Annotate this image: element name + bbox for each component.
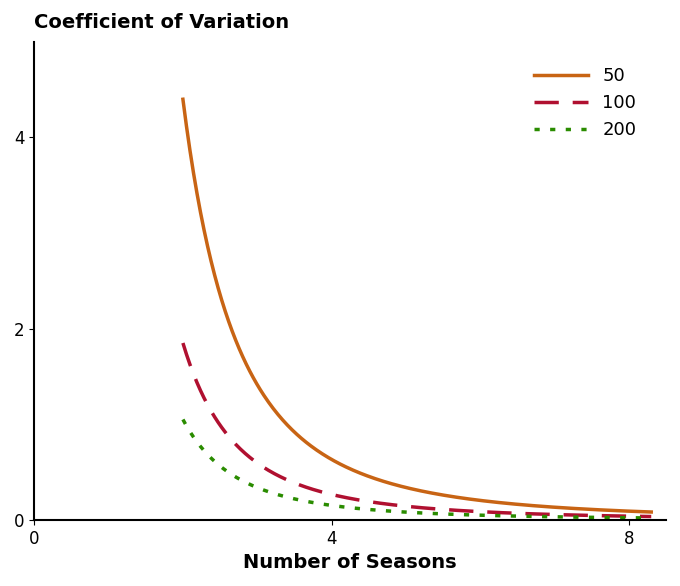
50: [473, 496, 481, 503]
50: [331, 458, 339, 465]
200: [520, 513, 528, 520]
200: [473, 512, 481, 519]
200: [647, 515, 656, 522]
200: [179, 416, 187, 423]
50: [364, 473, 373, 480]
Text: Coefficient of Variation: Coefficient of Variation: [34, 13, 290, 32]
200: [517, 513, 525, 520]
50: [520, 502, 528, 509]
Line: 100: 100: [183, 343, 651, 516]
200: [364, 506, 373, 513]
100: [473, 508, 481, 515]
Line: 50: 50: [183, 99, 651, 512]
50: [517, 501, 525, 508]
50: [235, 345, 243, 352]
Line: 200: 200: [183, 420, 651, 518]
50: [179, 96, 187, 103]
100: [331, 492, 339, 499]
Legend: 50, 100, 200: 50, 100, 200: [526, 60, 643, 146]
100: [179, 339, 187, 346]
100: [364, 498, 373, 505]
100: [517, 510, 525, 517]
100: [647, 513, 656, 520]
200: [235, 475, 243, 482]
100: [520, 510, 528, 517]
100: [235, 444, 243, 451]
50: [647, 509, 656, 516]
200: [331, 502, 339, 509]
X-axis label: Number of Seasons: Number of Seasons: [243, 553, 457, 572]
